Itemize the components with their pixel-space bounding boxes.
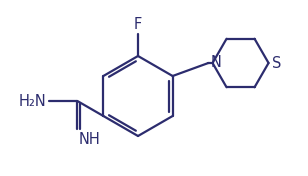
- Text: F: F: [134, 17, 142, 32]
- Text: N: N: [210, 55, 221, 70]
- Text: H₂N: H₂N: [18, 93, 47, 108]
- Text: NH: NH: [78, 132, 100, 147]
- Text: S: S: [272, 55, 281, 71]
